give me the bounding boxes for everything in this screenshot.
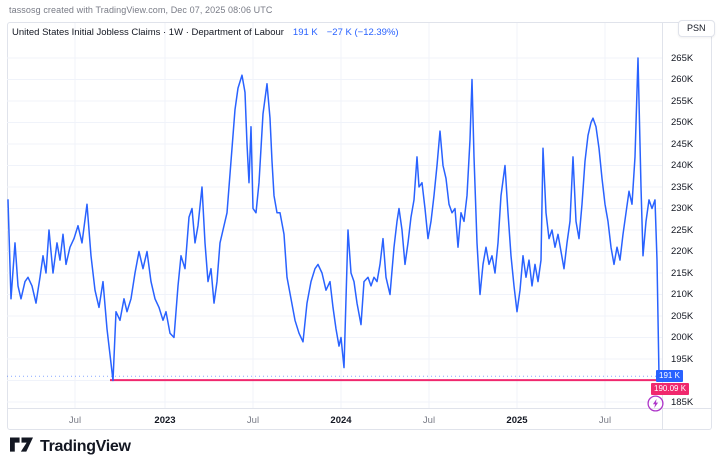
horizontal-line-badge: 190.09 K	[651, 383, 690, 396]
time-tick-label: 2025	[506, 415, 528, 426]
price-tick-label: 230K	[671, 203, 694, 214]
price-tick-label: 210K	[671, 289, 694, 300]
price-tick-label: 235K	[671, 181, 694, 193]
symbol-title[interactable]: United States Initial Jobless Claims · 1…	[12, 27, 284, 38]
footer: TradingView	[10, 437, 131, 456]
legend-change-value: −27 K (−12.39%)	[326, 27, 399, 38]
chart-card	[7, 22, 712, 430]
flash-icon[interactable]	[647, 395, 664, 412]
price-tick-label: 205K	[671, 310, 694, 322]
price-tick-label: 265K	[671, 52, 694, 64]
price-tick-label: 260K	[671, 74, 694, 85]
price-tick-label: 225K	[671, 224, 694, 236]
tradingview-wordmark[interactable]: TradingView	[40, 437, 131, 455]
price-tick-label: 220K	[671, 246, 694, 257]
price-scale-unit-button[interactable]: PSN	[678, 20, 715, 37]
price-tick-label: 215K	[671, 267, 694, 279]
price-tick-label: 250K	[671, 117, 694, 128]
last-price-badge: 191 K	[656, 370, 683, 383]
time-tick-label: Jul	[598, 415, 612, 426]
chart-legend: United States Initial Jobless Claims · 1…	[12, 27, 399, 38]
attribution-text: tassosg created with TradingView.com, De…	[9, 5, 273, 15]
time-tick-label: 2024	[330, 415, 352, 426]
time-tick-label: 2023	[154, 415, 176, 426]
series-line	[7, 57, 660, 382]
price-tick-label: 200K	[671, 332, 694, 343]
price-tick-label: 240K	[671, 160, 694, 171]
price-tick-label: 255K	[671, 95, 694, 107]
tradingview-logo-icon[interactable]	[10, 437, 33, 456]
price-tick-label: 185K	[671, 396, 694, 408]
time-tick-label: Jul	[68, 415, 82, 426]
time-tick-label: Jul	[422, 415, 436, 426]
time-tick-label: Jul	[246, 415, 260, 426]
price-tick-label: 195K	[671, 353, 694, 365]
legend-last-value: 191 K	[292, 27, 318, 38]
price-tick-label: 245K	[671, 138, 694, 150]
